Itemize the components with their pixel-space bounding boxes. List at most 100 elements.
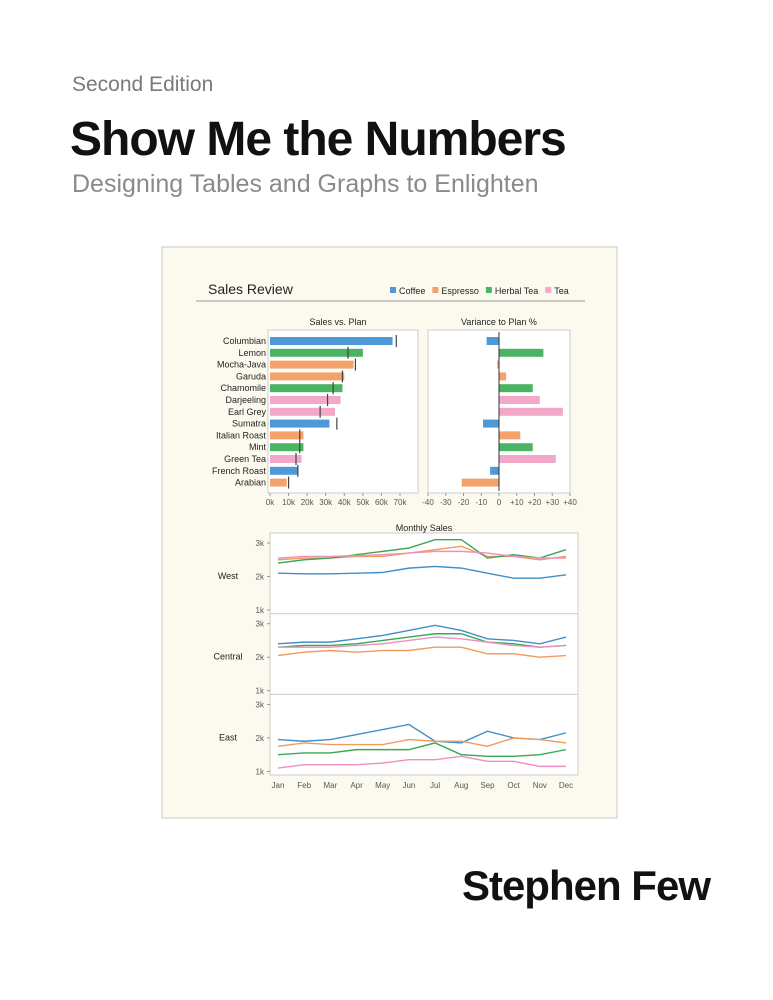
x-tick-label: 50k	[356, 498, 370, 507]
y-tick-label: 1k	[256, 606, 265, 615]
x-tick-label: Sep	[480, 781, 495, 790]
variance-bar	[499, 372, 507, 381]
x-tick-label: Jul	[430, 781, 440, 790]
x-tick-label: Dec	[559, 781, 573, 790]
legend-swatch	[432, 287, 439, 293]
series-line	[277, 742, 567, 758]
x-tick-label: Feb	[297, 781, 311, 790]
x-tick-label: Mar	[323, 781, 337, 790]
series-line	[277, 624, 567, 645]
x-tick-label: May	[375, 781, 390, 790]
legend-label: Espresso	[441, 286, 479, 296]
variance-bar	[499, 443, 533, 452]
bar	[270, 455, 302, 463]
variance-bar	[499, 384, 533, 393]
x-tick-label: Nov	[533, 781, 547, 790]
category-label: Sumatra	[232, 419, 266, 429]
x-tick-label: 60k	[375, 498, 389, 507]
book-title: Show Me the Numbers	[70, 113, 566, 166]
panel-label: Central	[213, 652, 242, 662]
series-line	[277, 737, 567, 747]
bar	[270, 466, 298, 475]
category-label: Italian Roast	[216, 430, 267, 440]
bar	[270, 443, 304, 452]
dashboard-title: Sales Review	[208, 281, 294, 297]
legend-label: Herbal Tea	[495, 286, 538, 296]
category-label: French Roast	[212, 466, 267, 476]
variance-bar	[499, 348, 544, 357]
y-tick-label: 1k	[256, 767, 265, 776]
x-tick-label: 0k	[266, 498, 275, 507]
x-tick-label: +40	[563, 498, 577, 507]
series-line	[277, 646, 567, 658]
panel-label: East	[219, 732, 238, 742]
variance-bar	[490, 466, 499, 475]
x-tick-label: 20k	[301, 498, 315, 507]
panel-label: West	[218, 571, 239, 581]
y-tick-label: 2k	[256, 653, 265, 662]
bar	[270, 419, 330, 428]
x-tick-label: 0	[497, 498, 502, 507]
series-line	[277, 755, 566, 769]
x-tick-label: +20	[528, 498, 542, 507]
y-tick-label: 1k	[256, 687, 265, 696]
category-label: Chamomile	[220, 383, 266, 393]
bar	[270, 384, 343, 393]
chart-title: Sales vs. Plan	[309, 317, 366, 327]
bar	[270, 372, 345, 381]
category-label: Darjeeling	[225, 395, 266, 405]
author: Stephen Few	[462, 862, 711, 909]
bar	[270, 337, 393, 345]
y-tick-label: 2k	[256, 734, 265, 743]
variance-bar	[497, 360, 499, 369]
y-tick-label: 3k	[256, 620, 265, 629]
x-tick-label: -20	[458, 498, 470, 507]
x-tick-label: Jan	[272, 781, 285, 790]
variance-bar	[499, 396, 540, 404]
edition: Second Edition	[72, 73, 213, 96]
category-label: Mint	[249, 442, 267, 452]
legend-swatch	[390, 287, 396, 293]
category-label: Mocha-Java	[217, 360, 266, 370]
legend-swatch	[545, 287, 552, 293]
variance-bar	[499, 455, 556, 463]
variance-bar	[499, 407, 563, 416]
legend-label: Coffee	[399, 286, 425, 296]
x-tick-label: 70k	[394, 498, 408, 507]
x-tick-label: Apr	[350, 781, 363, 790]
book-subtitle: Designing Tables and Graphs to Enlighten	[72, 170, 539, 198]
category-label: Lemon	[238, 348, 266, 358]
y-tick-label: 3k	[256, 700, 265, 709]
series-line	[277, 565, 567, 579]
series-line	[277, 550, 566, 559]
x-tick-label: -30	[440, 498, 452, 507]
y-tick-label: 2k	[256, 573, 265, 582]
bar	[270, 396, 341, 404]
x-tick-label: 10k	[282, 498, 296, 507]
x-tick-label: Jun	[402, 781, 415, 790]
x-tick-label: 40k	[338, 498, 352, 507]
legend-swatch	[485, 287, 492, 293]
x-tick-label: -10	[475, 498, 487, 507]
variance-bar	[499, 431, 521, 440]
legend-label: Tea	[554, 286, 569, 296]
bar	[270, 348, 363, 357]
category-label: Green Tea	[224, 454, 266, 464]
chart-title: Monthly Sales	[396, 523, 453, 533]
category-label: Arabian	[235, 478, 266, 488]
variance-bar	[483, 419, 499, 428]
bar	[270, 360, 354, 369]
bar	[270, 431, 304, 440]
x-tick-label: Aug	[454, 781, 468, 790]
chart-title: Variance to Plan %	[461, 317, 537, 327]
series-line	[277, 633, 567, 648]
category-label: Columbian	[223, 336, 266, 346]
category-label: Earl Grey	[228, 407, 267, 417]
series-line	[278, 636, 567, 648]
y-tick-label: 3k	[256, 539, 265, 548]
variance-bar	[461, 478, 499, 487]
x-tick-label: +30	[545, 498, 559, 507]
x-tick-label: Oct	[507, 781, 520, 790]
